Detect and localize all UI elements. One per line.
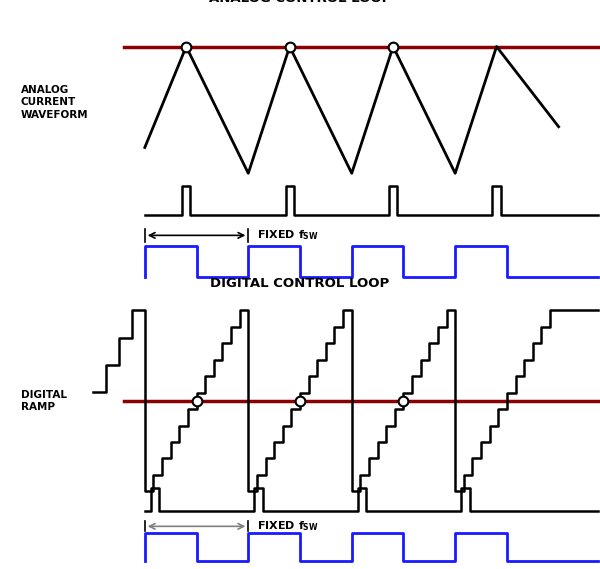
Text: ANALOG CONTROL LOOP: ANALOG CONTROL LOOP (209, 0, 391, 5)
Text: DIGITAL CONTROL LOOP: DIGITAL CONTROL LOOP (211, 277, 389, 290)
Text: FIXED f$_{\mathregular{SW}}$: FIXED f$_{\mathregular{SW}}$ (257, 519, 319, 533)
Text: FIXED f$_{\mathregular{SW}}$: FIXED f$_{\mathregular{SW}}$ (257, 229, 319, 242)
Text: ANALOG
CURRENT
WAVEFORM: ANALOG CURRENT WAVEFORM (20, 85, 88, 119)
Text: DIGITAL
RAMP: DIGITAL RAMP (20, 390, 67, 412)
